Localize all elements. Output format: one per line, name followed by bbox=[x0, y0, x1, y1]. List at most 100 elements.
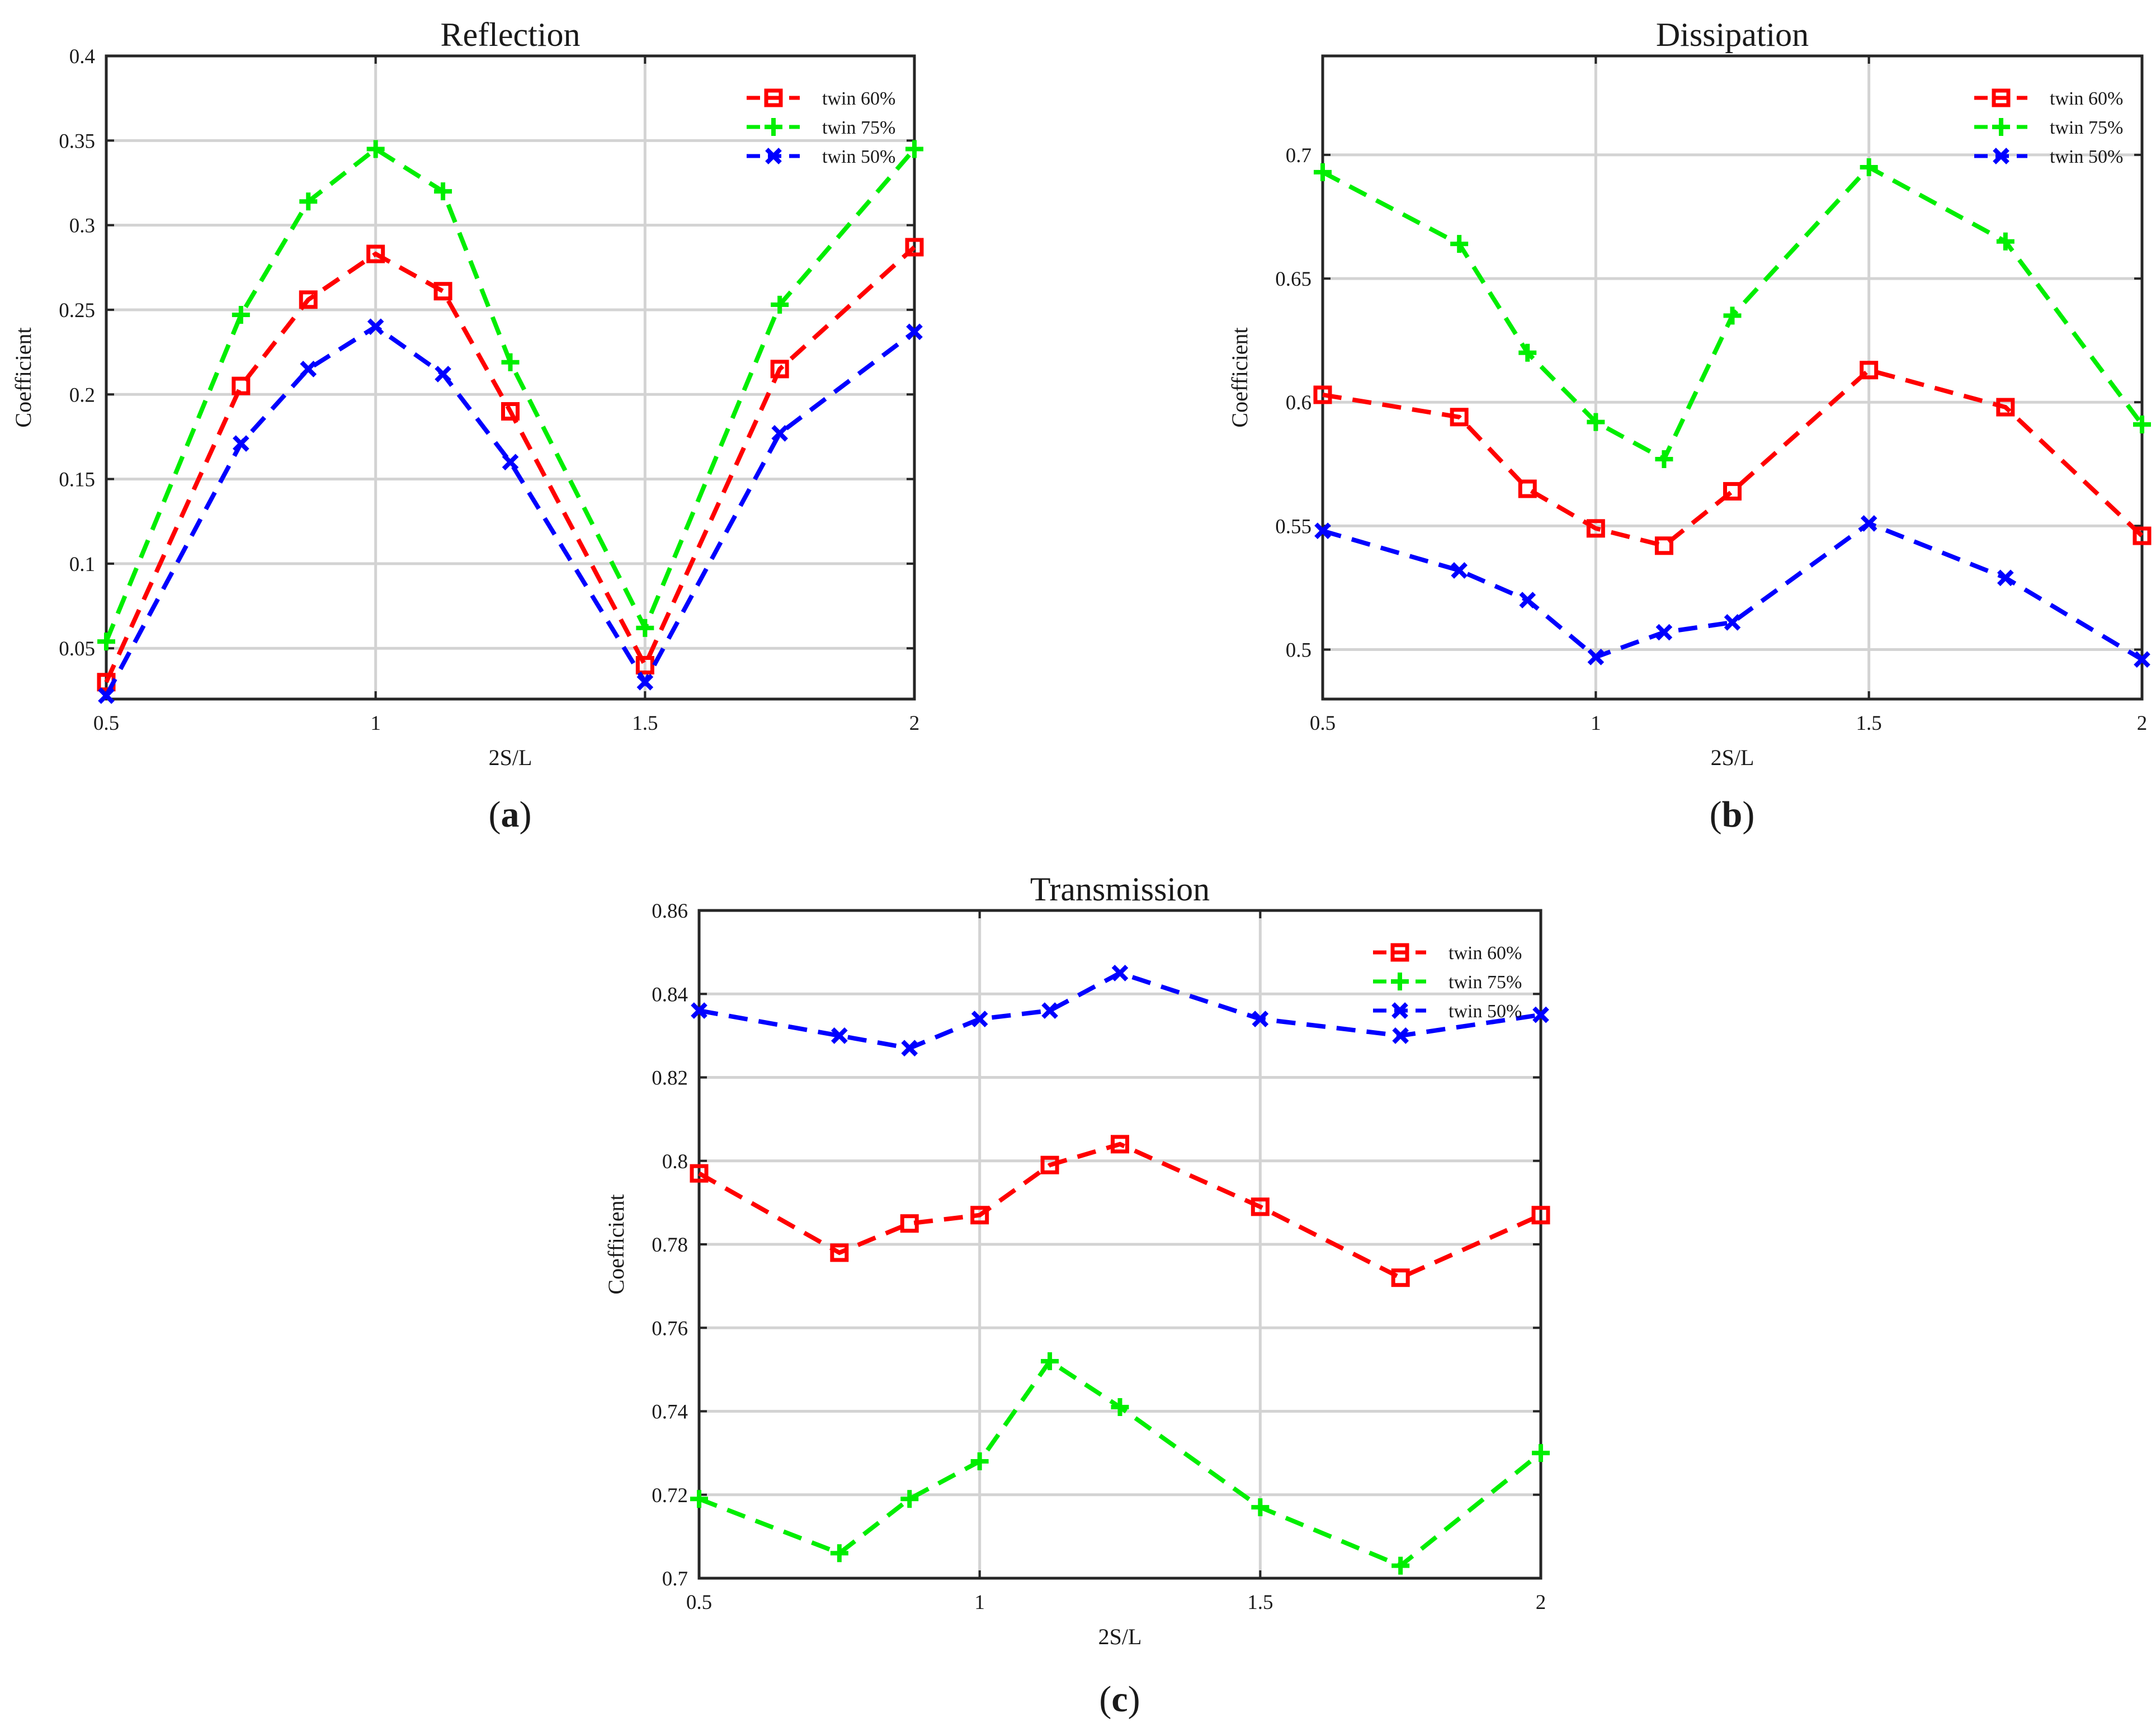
data-point-marker bbox=[905, 140, 923, 158]
series-twin-75 bbox=[690, 1352, 1550, 1575]
data-point-marker bbox=[2133, 526, 2152, 545]
legend-label: twin 75% bbox=[1449, 972, 1522, 993]
data-point-marker bbox=[830, 1243, 849, 1262]
data-point-marker bbox=[635, 655, 654, 674]
y-tick-label: 0.15 bbox=[59, 469, 95, 492]
data-point-marker bbox=[1518, 343, 1537, 362]
data-point-marker bbox=[299, 290, 318, 309]
data-point-marker bbox=[636, 673, 654, 691]
y-tick-label: 0.78 bbox=[652, 1234, 688, 1257]
data-point-marker bbox=[366, 140, 385, 158]
data-point-marker bbox=[771, 425, 788, 442]
y-tick-label: 0.2 bbox=[69, 384, 95, 407]
data-point-marker bbox=[1314, 522, 1331, 540]
x-tick-label: 2 bbox=[1536, 1591, 1546, 1614]
data-point-marker bbox=[1860, 158, 1878, 177]
legend-label: twin 50% bbox=[1449, 1001, 1522, 1022]
y-tick-label: 0.3 bbox=[69, 215, 95, 238]
data-point-marker bbox=[1251, 1498, 1270, 1517]
series-twin-60 bbox=[690, 1135, 1550, 1287]
y-tick-label: 0.7 bbox=[1286, 144, 1311, 167]
data-point-marker bbox=[1111, 1398, 1129, 1417]
legend-label: twin 75% bbox=[822, 117, 895, 138]
chart-panel-a: 0.5 1 1.5 2 0.05 0.1 0.15 0.2 0.25 0.3 0.35 0.4 Refl… bbox=[11, 16, 924, 835]
data-point-marker bbox=[1111, 965, 1129, 981]
data-point-marker bbox=[1518, 479, 1537, 498]
x-tick-label: 2 bbox=[909, 712, 920, 735]
y-tick-label: 0.25 bbox=[59, 299, 95, 322]
data-point-marker bbox=[1252, 1011, 1269, 1027]
panel-caption: (a) bbox=[489, 794, 532, 835]
legend-marker bbox=[1391, 1002, 1408, 1019]
data-point-marker bbox=[830, 1544, 848, 1563]
data-point-marker bbox=[906, 323, 923, 341]
chart-title: Transmission bbox=[1030, 871, 1210, 908]
y-tick-label: 0.5 bbox=[1286, 639, 1311, 662]
data-point-marker bbox=[900, 1214, 919, 1233]
data-point-marker bbox=[690, 1490, 708, 1508]
data-point-marker bbox=[1450, 408, 1469, 427]
x-tick-label: 0.5 bbox=[686, 1591, 712, 1614]
x-tick-label: 1 bbox=[370, 712, 381, 735]
data-point-marker bbox=[1040, 1155, 1059, 1174]
data-point-marker bbox=[1251, 1197, 1270, 1216]
data-point-marker bbox=[970, 1206, 989, 1225]
data-point-marker bbox=[1391, 1556, 1410, 1575]
data-point-marker bbox=[1860, 515, 1877, 532]
caption-letter: a bbox=[501, 794, 520, 835]
legend-marker bbox=[1391, 973, 1409, 990]
legend-marker bbox=[1993, 148, 2009, 164]
series-twin-75 bbox=[1314, 158, 2151, 468]
y-tick-label: 0.74 bbox=[652, 1401, 688, 1424]
data-point-marker bbox=[690, 1164, 709, 1183]
data-point-marker bbox=[232, 376, 251, 395]
data-point-marker bbox=[970, 1452, 989, 1471]
caption-letter: b bbox=[1722, 794, 1743, 835]
y-tick-label: 0.05 bbox=[59, 638, 95, 660]
data-point-marker bbox=[2133, 416, 2151, 434]
data-point-marker bbox=[1391, 1268, 1410, 1287]
data-point-marker bbox=[1655, 624, 1673, 641]
data-point-marker bbox=[1532, 1006, 1549, 1023]
data-point-marker bbox=[905, 238, 924, 257]
data-point-marker bbox=[434, 182, 452, 201]
data-point-marker bbox=[501, 402, 520, 421]
data-point-marker bbox=[1997, 569, 2014, 587]
panel-caption: (c) bbox=[1099, 1679, 1140, 1720]
series-twin-60 bbox=[1313, 361, 2152, 555]
legend-marker bbox=[1390, 943, 1409, 962]
data-point-marker bbox=[97, 633, 115, 651]
data-point-marker bbox=[1996, 232, 2015, 251]
series-twin-75 bbox=[97, 140, 923, 651]
legend-label: twin 75% bbox=[2050, 117, 2123, 138]
y-axis-label: Coefficient bbox=[1227, 327, 1252, 427]
plot-frame bbox=[105, 54, 916, 701]
data-point-marker bbox=[1313, 385, 1332, 404]
data-point-marker bbox=[1450, 235, 1469, 253]
series-line bbox=[104, 324, 916, 697]
data-point-marker bbox=[366, 244, 385, 263]
x-tick-label: 0.5 bbox=[1310, 712, 1336, 735]
data-point-marker bbox=[691, 1002, 707, 1019]
data-point-marker bbox=[1532, 1444, 1550, 1462]
data-point-marker bbox=[300, 361, 317, 377]
series-line bbox=[1322, 521, 2144, 662]
y-tick-label: 0.84 bbox=[652, 983, 688, 1006]
data-point-marker bbox=[770, 360, 789, 379]
legend-marker bbox=[1992, 88, 2011, 107]
series-twin-50 bbox=[98, 318, 923, 704]
x-tick-label: 0.5 bbox=[93, 712, 119, 735]
chart-panel-b: 0.5 1 1.5 2 0.5 0.55 0.6 0.65 0.7 Dissipation 2S/L… bbox=[1227, 16, 2152, 835]
y-tick-label: 0.4 bbox=[69, 45, 95, 68]
y-tick-label: 0.76 bbox=[652, 1317, 688, 1340]
y-tick-label: 0.8 bbox=[662, 1150, 688, 1173]
data-point-marker bbox=[1723, 306, 1742, 325]
data-point-marker bbox=[771, 295, 789, 314]
x-axis-label: 2S/L bbox=[1098, 1624, 1142, 1649]
y-tick-label: 0.65 bbox=[1275, 268, 1311, 291]
data-point-marker bbox=[1111, 1135, 1129, 1154]
data-point-marker bbox=[501, 353, 520, 371]
y-axis-label: Coefficient bbox=[603, 1194, 629, 1294]
legend-marker bbox=[765, 118, 782, 136]
